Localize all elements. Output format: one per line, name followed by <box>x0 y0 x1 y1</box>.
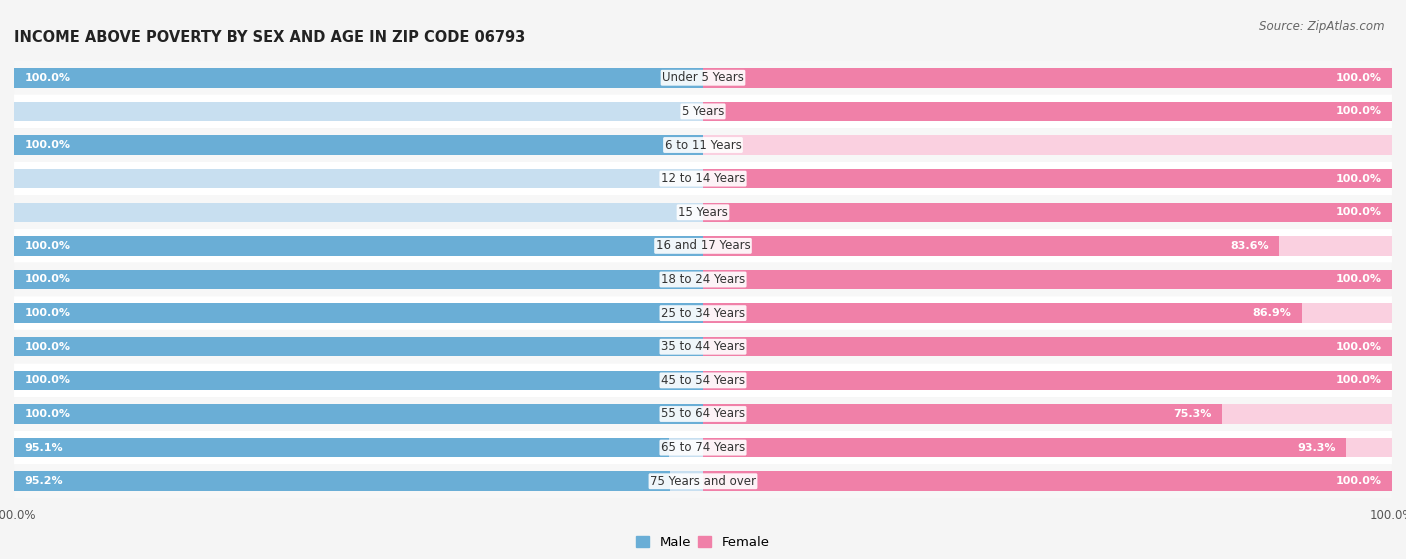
FancyBboxPatch shape <box>14 263 1392 296</box>
Bar <box>14 371 703 390</box>
Bar <box>703 68 1392 88</box>
Bar <box>703 471 1392 491</box>
FancyBboxPatch shape <box>14 363 1392 397</box>
Text: 16 and 17 Years: 16 and 17 Years <box>655 239 751 252</box>
Bar <box>14 438 669 457</box>
Bar <box>14 404 703 424</box>
Legend: Male, Female: Male, Female <box>631 531 775 555</box>
Bar <box>703 102 1392 121</box>
Bar <box>703 371 1392 390</box>
Text: 75 Years and over: 75 Years and over <box>650 475 756 488</box>
Text: 100.0%: 100.0% <box>1336 274 1382 285</box>
FancyBboxPatch shape <box>14 196 1392 229</box>
Bar <box>14 135 703 155</box>
Bar <box>14 304 703 323</box>
Text: 15 Years: 15 Years <box>678 206 728 219</box>
Text: 6 to 11 Years: 6 to 11 Years <box>665 139 741 151</box>
Bar <box>14 169 703 188</box>
Bar <box>14 270 703 289</box>
Text: 65 to 74 Years: 65 to 74 Years <box>661 441 745 454</box>
Text: 100.0%: 100.0% <box>24 376 70 385</box>
Text: INCOME ABOVE POVERTY BY SEX AND AGE IN ZIP CODE 06793: INCOME ABOVE POVERTY BY SEX AND AGE IN Z… <box>14 30 526 45</box>
Bar <box>14 102 703 121</box>
Bar <box>14 471 669 491</box>
Bar <box>703 102 1392 121</box>
Text: 100.0%: 100.0% <box>1336 73 1382 83</box>
Text: 100.0%: 100.0% <box>1336 376 1382 385</box>
Text: 83.6%: 83.6% <box>1230 241 1268 251</box>
Text: 95.1%: 95.1% <box>24 443 63 453</box>
Text: 35 to 44 Years: 35 to 44 Years <box>661 340 745 353</box>
Bar <box>14 135 703 155</box>
Bar <box>703 438 1346 457</box>
Text: 100.0%: 100.0% <box>24 274 70 285</box>
Text: 93.3%: 93.3% <box>1296 443 1336 453</box>
Bar <box>703 304 1302 323</box>
Text: 100.0%: 100.0% <box>24 241 70 251</box>
Text: 100.0%: 100.0% <box>24 342 70 352</box>
Text: 100.0%: 100.0% <box>1336 476 1382 486</box>
Bar <box>703 236 1279 255</box>
Bar <box>703 202 1392 222</box>
Bar <box>703 202 1392 222</box>
Text: 5 Years: 5 Years <box>682 105 724 118</box>
Bar <box>703 371 1392 390</box>
Text: 100.0%: 100.0% <box>24 308 70 318</box>
Bar <box>703 337 1392 357</box>
Bar <box>14 404 703 424</box>
Bar <box>14 202 703 222</box>
Bar <box>703 404 1222 424</box>
Bar <box>14 68 703 88</box>
Text: 100.0%: 100.0% <box>24 140 70 150</box>
Bar <box>703 304 1392 323</box>
Bar <box>14 471 703 491</box>
Text: Under 5 Years: Under 5 Years <box>662 71 744 84</box>
Text: 95.2%: 95.2% <box>24 476 63 486</box>
Bar <box>14 438 703 457</box>
Bar <box>703 169 1392 188</box>
Text: Source: ZipAtlas.com: Source: ZipAtlas.com <box>1260 20 1385 32</box>
FancyBboxPatch shape <box>14 465 1392 498</box>
Text: 55 to 64 Years: 55 to 64 Years <box>661 408 745 420</box>
Bar <box>14 337 703 357</box>
Text: 18 to 24 Years: 18 to 24 Years <box>661 273 745 286</box>
Bar <box>703 135 1392 155</box>
Bar <box>14 68 703 88</box>
FancyBboxPatch shape <box>14 229 1392 263</box>
FancyBboxPatch shape <box>14 61 1392 94</box>
Text: 25 to 34 Years: 25 to 34 Years <box>661 307 745 320</box>
Bar <box>703 236 1392 255</box>
Bar <box>703 438 1392 457</box>
Bar <box>14 270 703 289</box>
Bar <box>703 68 1392 88</box>
Text: 100.0%: 100.0% <box>24 73 70 83</box>
FancyBboxPatch shape <box>14 296 1392 330</box>
Bar <box>703 337 1392 357</box>
Bar <box>14 304 703 323</box>
FancyBboxPatch shape <box>14 431 1392 465</box>
FancyBboxPatch shape <box>14 94 1392 128</box>
Text: 75.3%: 75.3% <box>1173 409 1212 419</box>
Bar <box>703 270 1392 289</box>
Bar <box>14 236 703 255</box>
Bar <box>703 169 1392 188</box>
Text: 12 to 14 Years: 12 to 14 Years <box>661 172 745 185</box>
FancyBboxPatch shape <box>14 162 1392 196</box>
Bar <box>14 371 703 390</box>
Bar <box>703 270 1392 289</box>
Bar <box>703 471 1392 491</box>
Text: 45 to 54 Years: 45 to 54 Years <box>661 374 745 387</box>
Bar <box>14 337 703 357</box>
Text: 100.0%: 100.0% <box>1336 106 1382 116</box>
Text: 100.0%: 100.0% <box>1336 342 1382 352</box>
FancyBboxPatch shape <box>14 330 1392 363</box>
FancyBboxPatch shape <box>14 128 1392 162</box>
Bar <box>14 236 703 255</box>
Text: 100.0%: 100.0% <box>1336 174 1382 183</box>
Bar <box>703 404 1392 424</box>
FancyBboxPatch shape <box>14 397 1392 431</box>
Text: 100.0%: 100.0% <box>1336 207 1382 217</box>
Text: 100.0%: 100.0% <box>24 409 70 419</box>
Text: 86.9%: 86.9% <box>1253 308 1291 318</box>
